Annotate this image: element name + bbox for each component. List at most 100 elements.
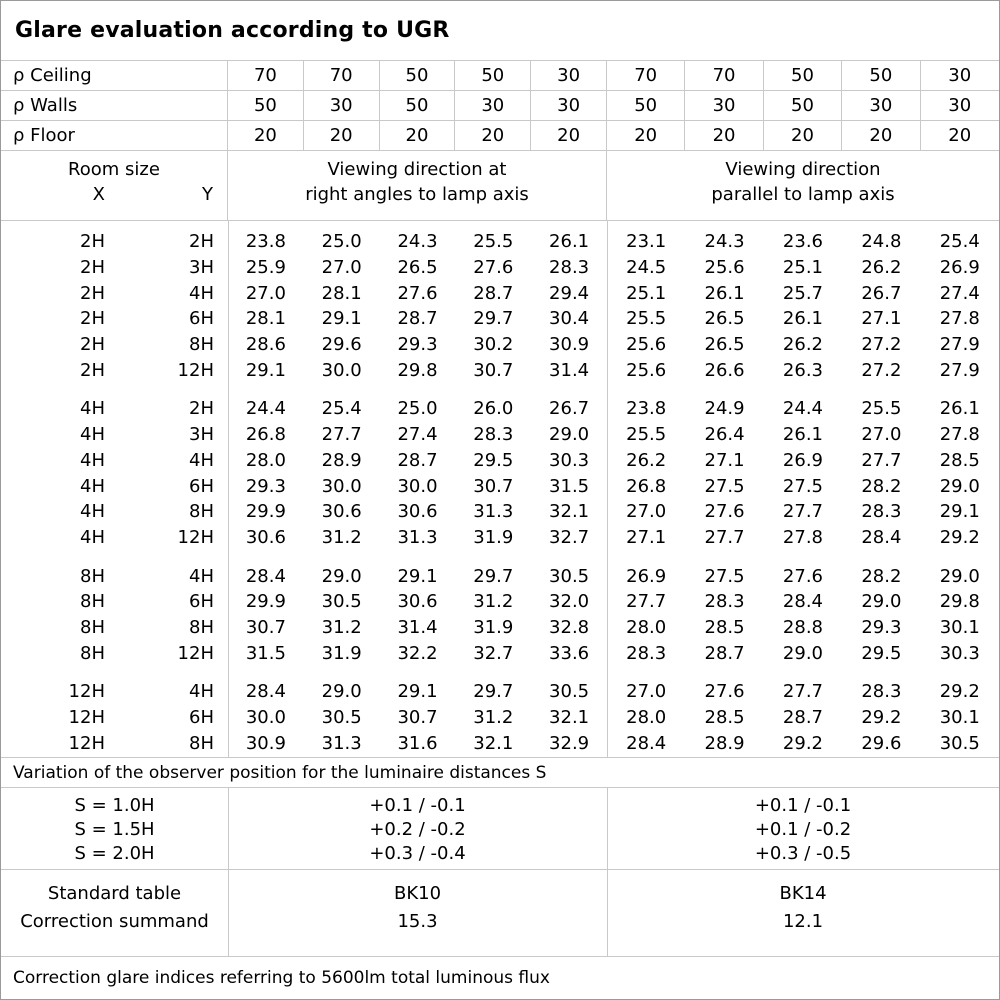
ugr-value: 29.1 [397,565,438,587]
ugr-table-row: 8H 12H 31.5 31.9 32.2 32.7 33.6 28.3 28.… [1,640,999,666]
ugr-value: 32.8 [549,616,590,638]
ugr-value: 25.7 [782,282,823,304]
ugr-table-row: 12H 6H 30.0 30.5 30.7 31.2 32.1 28.0 28.… [1,705,999,731]
spacing-label: S = 1.0H [74,795,155,816]
ugr-value: 32.2 [397,642,438,664]
ugr-value: 27.4 [939,282,980,304]
ugr-value: 28.2 [861,475,902,497]
ugr-value: 27.2 [861,334,902,356]
ugr-value: 28.9 [321,449,362,471]
room-size-y-value: 3H [189,424,214,446]
room-size-x-value: 2H [80,282,105,304]
ugr-value: 26.4 [704,424,745,446]
page-title: Glare evaluation according to UGR [15,18,450,43]
room-size-y-value: 8H [189,732,214,754]
ugr-value: 29.7 [473,308,514,330]
ugr-value: 29.0 [939,565,980,587]
ugr-value: 26.5 [704,308,745,330]
viewing-direction-crosswise-header: Viewing direction at right angles to lam… [228,151,607,220]
spacing-label: S = 1.5H [74,819,155,840]
ugr-value: 27.9 [939,334,980,356]
ugr-value: 25.0 [321,231,362,253]
ugr-value: 32.1 [473,732,514,754]
standard-table-label: Standard table [47,883,182,904]
room-size-label: Room size [68,159,160,180]
ugr-value: 28.9 [704,732,745,754]
ugr-value: 31.9 [321,642,362,664]
ugr-value: 29.2 [782,732,823,754]
ugr-value: 32.7 [473,642,514,664]
standard-table-parallel: BK14 [779,883,827,904]
ugr-value: 27.7 [782,501,823,523]
ugr-value: 24.3 [397,231,438,253]
room-size-y-value: 2H [189,231,214,253]
correction-summand-label: Correction summand [20,911,209,932]
ugr-table-row: 4H 4H 28.0 28.9 28.7 29.5 30.3 26.2 27.1… [1,448,999,474]
ugr-value: 28.3 [861,501,902,523]
header-line: Viewing direction [725,159,881,180]
ugr-value: 28.0 [626,707,667,729]
summary-parallel: BK14 12.1 [607,880,999,956]
column-header-band: Room size X Y Viewing direction at right… [1,151,999,221]
ugr-value: 32.1 [549,707,590,729]
spacing-rows: S = 1.0H +0.1 / -0.1 +0.1 / -0.1 S = 1.5… [1,794,999,866]
column-divider [228,788,229,869]
ugr-value: 27.6 [704,501,745,523]
ugr-value: 30.5 [939,732,980,754]
ugr-value: 30.3 [939,642,980,664]
reflectance-value: 30 [685,91,764,120]
ugr-value: 29.6 [861,732,902,754]
reflectance-value: 70 [685,61,764,90]
column-divider [607,788,608,869]
reflectance-value: 20 [842,121,921,150]
ugr-value: 27.0 [861,424,902,446]
ugr-value: 29.2 [861,707,902,729]
ugr-value: 27.7 [861,449,902,471]
ugr-data-grid: 2H 2H 23.8 25.0 24.3 25.5 26.1 23.1 24.3… [1,221,999,758]
ugr-value: 24.3 [704,231,745,253]
ugr-value: 29.2 [939,681,980,703]
ugr-value: 30.0 [321,475,362,497]
ugr-value: 27.7 [626,591,667,613]
y-column-header: Y [202,184,213,205]
room-size-y-value: 3H [189,257,214,279]
correction-summand-crosswise: 15.3 [397,911,438,932]
reflectance-value: 30 [842,91,921,120]
room-size-x-value: 8H [80,642,105,664]
room-size-x-value: 2H [80,257,105,279]
ugr-value: 28.4 [626,732,667,754]
ugr-value: 26.9 [626,565,667,587]
ugr-value: 29.7 [473,565,514,587]
ugr-value: 25.9 [245,257,286,279]
header-line: right angles to lamp axis [305,184,529,205]
ugr-value: 27.8 [782,526,823,548]
footer-band: Correction glare indices referring to 56… [1,957,999,999]
ugr-value: 31.3 [397,526,438,548]
spacing-crosswise-value: +0.2 / -0.2 [369,819,466,840]
ugr-value: 27.0 [321,257,362,279]
reflectance-value: 20 [685,121,764,150]
ugr-value: 27.8 [939,424,980,446]
ugr-value: 29.8 [397,359,438,381]
ugr-value: 31.3 [473,501,514,523]
ugr-value: 29.0 [861,591,902,613]
spacing-variation-band: S = 1.0H +0.1 / -0.1 +0.1 / -0.1 S = 1.5… [1,788,999,870]
ugr-value: 26.8 [626,475,667,497]
ugr-value: 30.7 [473,359,514,381]
ugr-value: 29.4 [549,282,590,304]
reflectance-label: ρ Floor [1,121,228,150]
ugr-value: 27.9 [939,359,980,381]
ugr-value: 27.0 [626,501,667,523]
spacing-row: S = 1.0H +0.1 / -0.1 +0.1 / -0.1 [1,794,999,818]
reflectance-value: 20 [948,125,972,146]
room-size-y-value: 12H [177,526,214,548]
room-size-x-value: 2H [80,334,105,356]
ugr-table-row: 2H 12H 29.1 30.0 29.8 30.7 31.4 25.6 26.… [1,357,999,383]
ugr-value: 30.0 [245,707,286,729]
x-column-header: X [92,184,105,205]
ugr-value: 30.6 [321,501,362,523]
reflectance-value: 20 [607,121,686,150]
reflectance-value: 20 [228,121,304,150]
reflectance-row: ρ Floor 20 20 20 20 20 20 20 20 20 20 [1,121,999,151]
reflectance-value: 20 [531,121,607,150]
